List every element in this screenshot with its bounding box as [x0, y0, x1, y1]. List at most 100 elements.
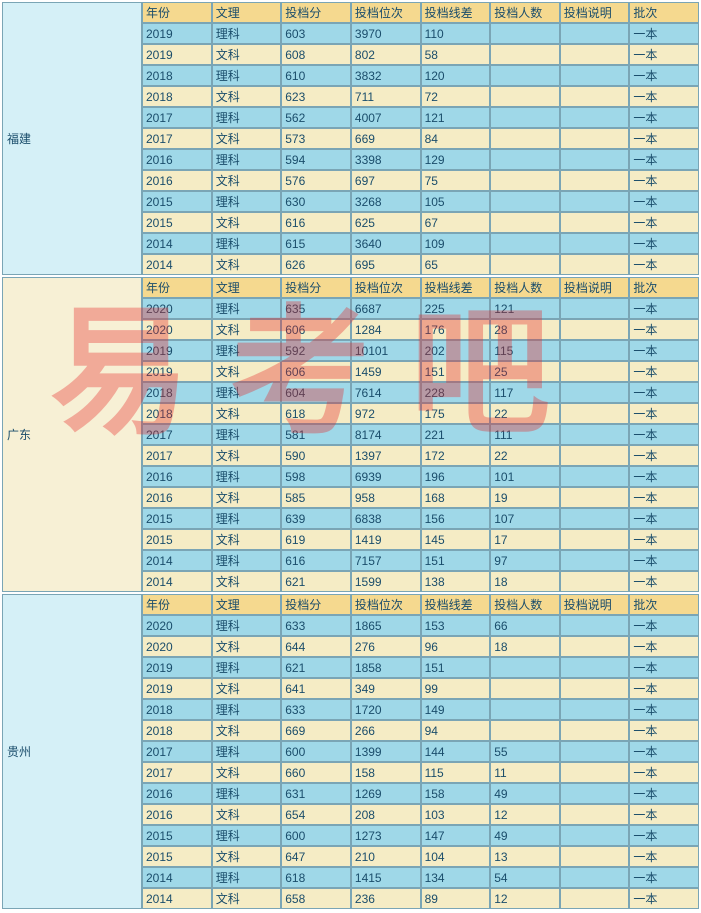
table-row: 2020理科6356687225121一本: [142, 298, 699, 319]
table-cell: 2019: [142, 23, 212, 44]
table-cell: [560, 550, 630, 571]
table-cell: [560, 804, 630, 825]
table-cell: 65: [421, 254, 491, 275]
table-cell: [490, 65, 560, 86]
table-cell: 138: [421, 571, 491, 592]
table-cell: [560, 508, 630, 529]
table-cell: 625: [351, 212, 421, 233]
table-cell: 600: [281, 741, 351, 762]
table-cell: 理科: [212, 382, 282, 403]
table-cell: 1284: [351, 319, 421, 340]
table-cell: [560, 170, 630, 191]
table-cell: 一本: [629, 233, 699, 254]
table-cell: [560, 466, 630, 487]
table-row: 2015文科61662567一本: [142, 212, 699, 233]
table-cell: [560, 128, 630, 149]
table-cell: 631: [281, 783, 351, 804]
table-cell: 196: [421, 466, 491, 487]
table-cell: 理科: [212, 825, 282, 846]
table-cell: 理科: [212, 191, 282, 212]
table-cell: 592: [281, 340, 351, 361]
table-cell: 3640: [351, 233, 421, 254]
table-cell: [560, 212, 630, 233]
table-cell: 2014: [142, 254, 212, 275]
table-cell: 理科: [212, 65, 282, 86]
table-cell: [560, 86, 630, 107]
table-cell: 1865: [351, 615, 421, 636]
table-cell: 3398: [351, 149, 421, 170]
table-cell: 2014: [142, 867, 212, 888]
table-cell: 1415: [351, 867, 421, 888]
table-cell: 理科: [212, 233, 282, 254]
table-cell: 一本: [629, 867, 699, 888]
table-cell: 一本: [629, 636, 699, 657]
table-cell: 理科: [212, 508, 282, 529]
table-cell: [490, 678, 560, 699]
table-cell: 616: [281, 212, 351, 233]
column-header: 投档位次: [351, 277, 421, 298]
table-cell: 一本: [629, 212, 699, 233]
table-row: 2015理科6303268105一本: [142, 191, 699, 212]
table-cell: 文科: [212, 319, 282, 340]
table-cell: 一本: [629, 298, 699, 319]
table-cell: [560, 571, 630, 592]
table-cell: 6687: [351, 298, 421, 319]
table-cell: 一本: [629, 403, 699, 424]
table-cell: [560, 867, 630, 888]
table-cell: [560, 741, 630, 762]
table-cell: 2018: [142, 86, 212, 107]
table-cell: [560, 361, 630, 382]
table-cell: 633: [281, 615, 351, 636]
table-cell: 2017: [142, 445, 212, 466]
table-cell: 一本: [629, 825, 699, 846]
table-cell: 18: [490, 636, 560, 657]
table-row: 2016文科58595816819一本: [142, 487, 699, 508]
table-cell: [560, 319, 630, 340]
table-cell: 一本: [629, 445, 699, 466]
table-cell: 66: [490, 615, 560, 636]
table-cell: [560, 298, 630, 319]
table-cell: [560, 65, 630, 86]
table-cell: 236: [351, 888, 421, 909]
table-cell: 2016: [142, 783, 212, 804]
table-cell: 理科: [212, 149, 282, 170]
table-row: 2015理科6396838156107一本: [142, 508, 699, 529]
table-cell: [560, 445, 630, 466]
table-cell: [490, 191, 560, 212]
table-cell: 文科: [212, 762, 282, 783]
table-cell: 22: [490, 445, 560, 466]
table-cell: [490, 657, 560, 678]
table-cell: 2019: [142, 340, 212, 361]
table-row: 2016理科631126915849一本: [142, 783, 699, 804]
table-cell: 590: [281, 445, 351, 466]
table-cell: [560, 149, 630, 170]
table-cell: 一本: [629, 128, 699, 149]
table-cell: 618: [281, 403, 351, 424]
table-cell: 2019: [142, 657, 212, 678]
table-cell: 158: [421, 783, 491, 804]
column-header: 投档分: [281, 594, 351, 615]
table-cell: 25: [490, 361, 560, 382]
table-cell: 文科: [212, 170, 282, 191]
table-cell: 一本: [629, 170, 699, 191]
column-header: 投档线差: [421, 2, 491, 23]
table-row: 2020文科6442769618一本: [142, 636, 699, 657]
table-cell: 理科: [212, 298, 282, 319]
table-cell: 581: [281, 424, 351, 445]
table-row: 2015理科600127314749一本: [142, 825, 699, 846]
table-cell: 一本: [629, 678, 699, 699]
table-cell: [490, 23, 560, 44]
table-row: 2018文科62371172一本: [142, 86, 699, 107]
table-cell: 文科: [212, 361, 282, 382]
table-cell: [560, 762, 630, 783]
table-cell: 621: [281, 571, 351, 592]
table-cell: 28: [490, 319, 560, 340]
table-cell: 641: [281, 678, 351, 699]
table-cell: 147: [421, 825, 491, 846]
table-row: 2018理科6331720149一本: [142, 699, 699, 720]
table-cell: 2016: [142, 149, 212, 170]
table-cell: 2017: [142, 107, 212, 128]
table-cell: [560, 487, 630, 508]
table-cell: 一本: [629, 699, 699, 720]
table-cell: 2018: [142, 65, 212, 86]
